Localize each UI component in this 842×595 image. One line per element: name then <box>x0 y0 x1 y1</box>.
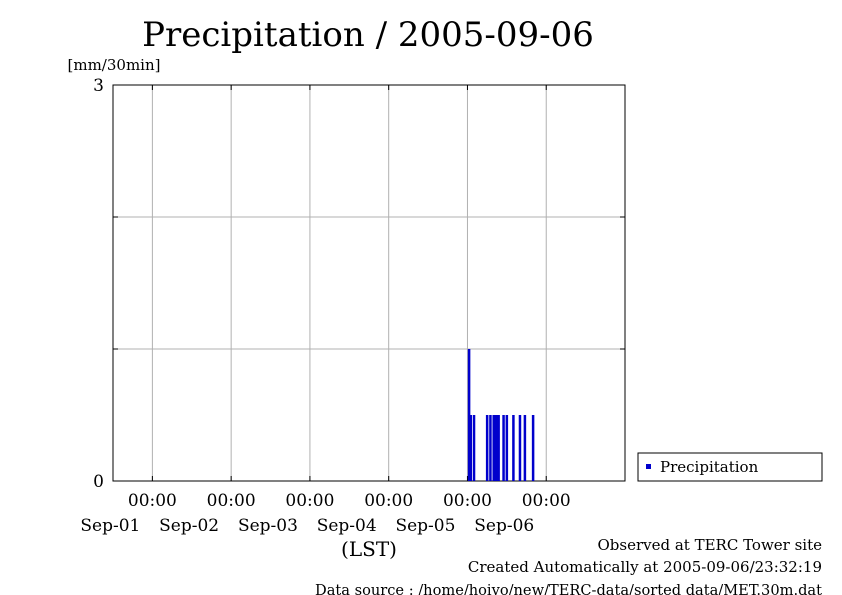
legend: Precipitation <box>637 452 823 482</box>
footer-created: Created Automatically at 2005-09-06/23:3… <box>468 558 822 576</box>
bars-layer <box>467 349 535 481</box>
footer-data-source: Data source : /home/hoivo/new/TERC-data/… <box>315 581 822 595</box>
precipitation-bar <box>495 415 499 481</box>
precipitation-bar <box>472 415 476 481</box>
x-tick-time-label: 00:00 <box>207 491 256 511</box>
precipitation-bar <box>467 349 471 481</box>
precipitation-bar <box>489 415 492 481</box>
precipitation-bar <box>531 415 535 481</box>
precipitation-bar <box>485 415 489 481</box>
x-tick-time-label: 00:00 <box>128 491 177 511</box>
x-tick-date-label: Sep-02 <box>159 516 219 536</box>
y-axis-unit-label: [mm/30min] <box>68 56 161 74</box>
x-tick-date-label: Sep-01 <box>80 516 140 536</box>
legend-box <box>637 452 823 482</box>
x-tick-time-label: 00:00 <box>364 491 413 511</box>
labels-layer: 00:00 Sep-01 00:00 Sep-02 00:00 Sep-03 00:00 Se… <box>80 76 570 536</box>
x-tick-date-label: Sep-05 <box>395 516 455 536</box>
precipitation-bar <box>469 415 472 481</box>
x-tick-time-label: 00:00 <box>522 491 571 511</box>
plot-frame <box>112 84 626 482</box>
x-tick-date-label: Sep-04 <box>317 516 377 536</box>
x-axis-label: (LST) <box>341 537 397 561</box>
precipitation-bar <box>497 415 500 481</box>
precipitation-bar <box>505 415 509 481</box>
footer-observed: Observed at TERC Tower site <box>597 536 822 554</box>
legend-label: Precipitation <box>660 458 759 476</box>
precipitation-bar <box>502 415 505 481</box>
precipitation-bar <box>492 415 495 481</box>
precipitation-bar <box>494 415 497 481</box>
precipitation-bar <box>523 415 527 481</box>
precipitation-bar <box>512 415 515 481</box>
x-tick-time-label: 00:00 <box>285 491 334 511</box>
x-tick-date-label: Sep-06 <box>474 516 534 536</box>
y-tick-label: 0 <box>93 472 104 492</box>
ticks-layer <box>113 84 625 482</box>
chart-title: Precipitation / 2005-09-06 <box>142 15 594 55</box>
legend-swatch <box>646 464 651 469</box>
x-tick-date-label: Sep-03 <box>238 516 298 536</box>
grid-layer <box>113 84 625 482</box>
x-tick-time-label: 00:00 <box>443 491 492 511</box>
y-tick-label: 3 <box>93 76 104 96</box>
precipitation-bar <box>518 415 522 481</box>
